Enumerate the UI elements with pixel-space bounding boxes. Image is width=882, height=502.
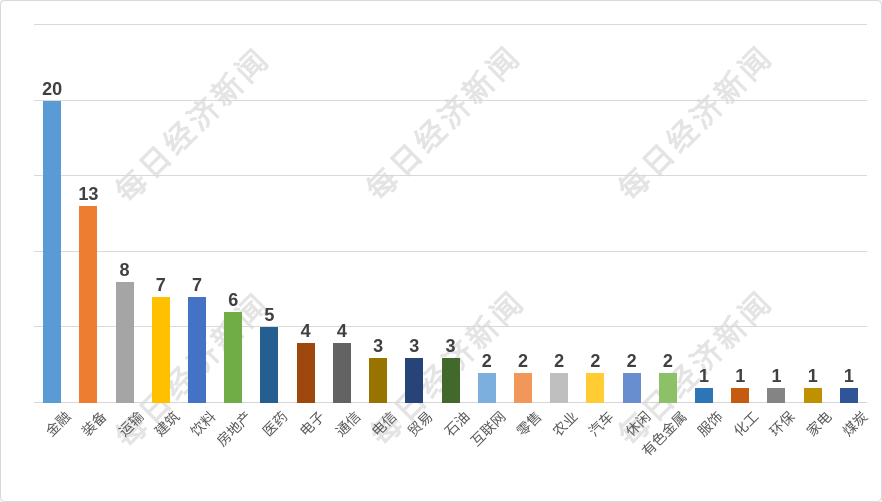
bar (839, 387, 858, 403)
bar-value-label: 6 (228, 290, 239, 311)
bar (151, 297, 170, 403)
bar-value-label: 3 (373, 335, 384, 356)
bar (622, 372, 641, 403)
bar-column: 7 饮料 (179, 25, 218, 439)
bar (586, 372, 605, 403)
bar-column: 2 零售 (505, 25, 544, 440)
bar (477, 372, 496, 403)
gridline-y-25 (34, 24, 867, 25)
bar-column: 2 农业 (541, 25, 581, 440)
bar (224, 312, 243, 403)
bar (79, 206, 98, 403)
bar-column: 6 房地产 (214, 25, 255, 449)
bar (187, 297, 206, 403)
bar-column: 1 环保 (758, 25, 798, 440)
bar-column: 2 互联网 (467, 25, 508, 450)
bar-column: 2 汽车 (577, 25, 617, 440)
bar (369, 357, 388, 403)
bar (803, 387, 822, 403)
bar-column: 4 通信 (324, 25, 363, 440)
bar (115, 282, 134, 403)
bar-value-label: 7 (191, 275, 202, 296)
bar-value-label: 1 (699, 365, 710, 386)
bar-column: 8 运输 (106, 25, 146, 439)
bar (731, 387, 750, 403)
bar-value-label: 13 (78, 184, 99, 205)
bar-value-label: 2 (626, 350, 637, 371)
gridline-y-15 (34, 175, 867, 177)
gridline-y-5 (34, 326, 867, 328)
bar-value-label: 20 (42, 78, 63, 99)
plot-area: 20 金融 13 装备 8 运输 7 建筑 7 饮料 6 房地产 5 医药 4 电子 4 通信 3 电信 3 贸易 3 石油 2… (34, 24, 871, 460)
bar-column: 3 石油 (432, 25, 472, 440)
bars-row: 20 金融 13 装备 8 运输 7 建筑 7 饮料 6 房地产 5 医药 4 电子 4 通信 3 电信 3 贸易 3 石油 2… (34, 25, 870, 460)
bar (260, 327, 279, 403)
bar-value-label: 1 (735, 365, 746, 386)
bar-column: 1 化工 (722, 25, 762, 440)
bar-column: 3 贸易 (396, 25, 436, 440)
bar-column: 5 医药 (251, 25, 291, 439)
bar-value-label: 3 (445, 335, 456, 356)
bar-column: 3 电信 (360, 25, 400, 440)
bar (767, 387, 786, 403)
bar-value-label: 1 (807, 365, 818, 386)
bar-value-label: 1 (843, 365, 854, 386)
bar-column: 2 休闲 (614, 25, 653, 440)
bar-value-label: 2 (517, 350, 528, 371)
bar (43, 100, 62, 403)
bar-value-label: 4 (300, 320, 311, 341)
bar-column: 7 建筑 (143, 25, 182, 439)
bar (296, 342, 315, 403)
bar-column: 20 金融 (34, 25, 74, 440)
bar-value-label: 2 (590, 350, 601, 371)
bar-value-label: 8 (119, 260, 130, 281)
bar-column: 1 煤炭 (831, 25, 870, 440)
bar (658, 372, 677, 403)
gridline-y-20 (34, 99, 867, 101)
bar-column: 13 装备 (70, 25, 110, 439)
bar-value-label: 7 (155, 275, 166, 296)
bar-value-label: 2 (554, 350, 565, 371)
bar (513, 372, 532, 403)
bar (405, 357, 424, 403)
bar-value-label: 1 (771, 365, 782, 386)
bar-value-label: 4 (336, 320, 347, 341)
bar (550, 372, 569, 403)
bar (441, 357, 460, 403)
gridline-y-10 (34, 250, 867, 252)
bar-value-label: 2 (662, 350, 673, 371)
bar (332, 342, 351, 403)
bar-column: 1 家电 (795, 25, 834, 440)
bar-column: 4 电子 (288, 25, 327, 440)
bar-value-label: 3 (409, 335, 420, 356)
bar-column: 2 有色金属 (639, 25, 690, 459)
bar-column: 1 服饰 (686, 25, 726, 440)
bar (695, 387, 714, 403)
bar-value-label: 2 (481, 350, 492, 371)
bar-value-label: 5 (264, 305, 275, 326)
